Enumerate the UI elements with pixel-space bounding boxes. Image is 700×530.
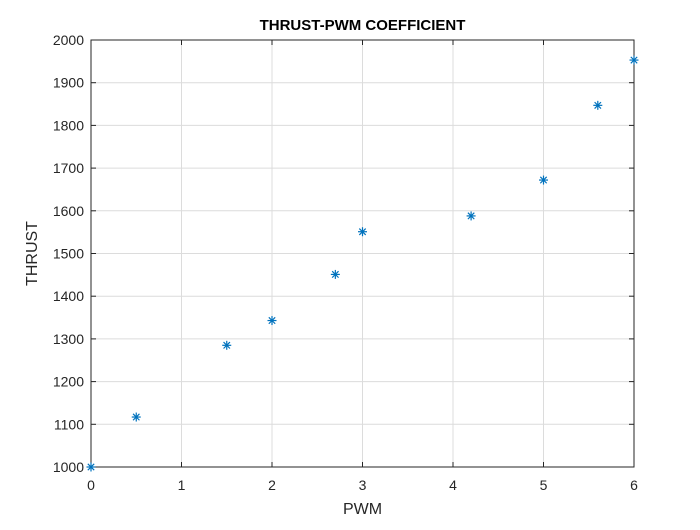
y-tick-label: 1200 [53, 374, 84, 390]
data-point [358, 227, 367, 237]
y-axis-label: THRUST [24, 221, 41, 286]
data-point [222, 340, 232, 350]
x-axis-label: PWM [343, 501, 382, 518]
data-point [539, 175, 548, 185]
chart-title: THRUST-PWM COEFFICIENT [260, 17, 466, 34]
data-point [131, 412, 141, 422]
data-markers [86, 55, 639, 472]
x-tick-label: 3 [359, 477, 367, 493]
y-tick-label: 2000 [53, 32, 84, 48]
data-point [593, 100, 603, 110]
data-point [629, 55, 639, 65]
y-tick-label: 1000 [53, 459, 84, 475]
y-tick-label: 1600 [53, 203, 84, 219]
y-tick-label: 1500 [53, 246, 84, 262]
x-tick-label: 0 [87, 477, 95, 493]
y-tick-label: 1900 [53, 75, 84, 91]
y-tick-label: 1100 [54, 416, 84, 432]
data-point [267, 316, 277, 326]
data-point [86, 462, 96, 472]
y-tick-label: 1700 [53, 160, 84, 176]
axis-ticks: 0 1 2 3 4 5 6 1000 1100 1200 1300 1400 1500 1600 1700 1… [53, 32, 638, 493]
y-tick-label: 1300 [53, 331, 84, 347]
x-tick-label: 4 [449, 477, 457, 493]
x-tick-label: 5 [540, 477, 548, 493]
y-tick-label: 1400 [53, 288, 84, 304]
x-tick-label: 1 [178, 477, 186, 493]
x-tick-label: 2 [268, 477, 276, 493]
y-tick-label: 1800 [53, 117, 84, 133]
x-tick-label: 6 [630, 477, 638, 493]
data-point [466, 211, 476, 221]
data-point [330, 269, 340, 279]
